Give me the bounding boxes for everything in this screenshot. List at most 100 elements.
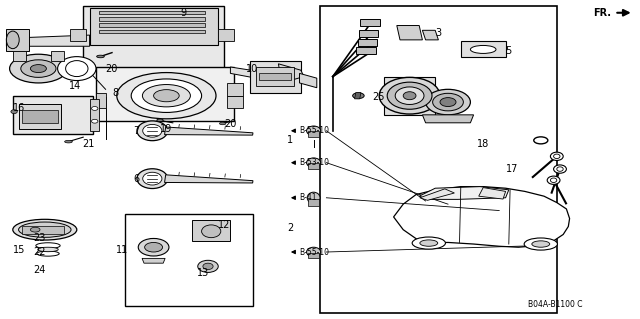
Ellipse shape [19, 222, 71, 237]
Ellipse shape [6, 31, 19, 48]
Ellipse shape [143, 124, 162, 137]
Text: 6: 6 [133, 174, 140, 184]
Ellipse shape [353, 93, 364, 99]
Polygon shape [230, 67, 291, 83]
Polygon shape [6, 35, 90, 46]
Ellipse shape [198, 260, 218, 272]
Polygon shape [90, 99, 99, 131]
Text: 1: 1 [287, 135, 293, 145]
Polygon shape [355, 93, 361, 99]
Ellipse shape [403, 92, 416, 100]
Text: B-41: B-41 [299, 193, 316, 202]
Text: 14: 14 [69, 81, 81, 91]
Text: B-55-10: B-55-10 [299, 126, 329, 135]
Polygon shape [420, 189, 454, 200]
Ellipse shape [426, 89, 470, 115]
Text: 10: 10 [246, 63, 259, 74]
Bar [22, 226, 64, 234]
Polygon shape [227, 96, 243, 108]
Ellipse shape [38, 247, 58, 252]
Text: 19: 19 [160, 124, 172, 134]
Text: 17: 17 [506, 164, 518, 174]
Ellipse shape [554, 154, 560, 159]
Text: 16: 16 [13, 103, 25, 114]
Text: B04A-B1100 C: B04A-B1100 C [528, 300, 583, 309]
Polygon shape [394, 187, 570, 247]
Ellipse shape [58, 57, 96, 80]
Ellipse shape [31, 227, 40, 232]
Bar [19, 104, 61, 129]
Bar [70, 29, 86, 41]
Bar [308, 253, 319, 258]
Ellipse shape [220, 122, 226, 125]
Text: 12: 12 [218, 220, 230, 230]
Text: 7: 7 [133, 126, 140, 136]
Ellipse shape [157, 119, 163, 122]
Ellipse shape [534, 137, 548, 144]
Ellipse shape [36, 243, 60, 249]
Ellipse shape [524, 238, 557, 250]
Ellipse shape [117, 73, 216, 119]
Text: 11: 11 [116, 245, 128, 256]
Ellipse shape [307, 247, 321, 257]
Ellipse shape [92, 107, 98, 110]
Polygon shape [164, 175, 253, 183]
Polygon shape [164, 127, 253, 135]
Ellipse shape [97, 55, 104, 58]
Text: 9: 9 [180, 8, 187, 18]
Text: 13: 13 [197, 268, 209, 278]
Text: 22: 22 [33, 247, 46, 257]
Text: B-53-10: B-53-10 [299, 158, 329, 167]
Text: 18: 18 [477, 138, 489, 149]
Text: 24: 24 [33, 264, 45, 275]
Ellipse shape [396, 87, 424, 105]
Bar [259, 73, 291, 80]
Ellipse shape [307, 158, 321, 167]
Ellipse shape [550, 152, 563, 160]
Text: 3: 3 [435, 28, 442, 39]
Ellipse shape [412, 237, 445, 249]
Ellipse shape [20, 60, 56, 77]
Ellipse shape [31, 64, 46, 73]
Text: B-55-10: B-55-10 [299, 248, 329, 256]
Ellipse shape [36, 251, 60, 256]
Bar [99, 17, 205, 21]
Bar [99, 30, 205, 33]
Polygon shape [300, 73, 317, 88]
Polygon shape [250, 61, 301, 93]
Text: 20: 20 [106, 63, 118, 74]
Ellipse shape [131, 79, 202, 113]
Polygon shape [384, 77, 435, 115]
Text: 25: 25 [372, 92, 385, 102]
Text: 15: 15 [13, 245, 25, 256]
Ellipse shape [470, 45, 496, 54]
Bar [99, 23, 205, 27]
Ellipse shape [433, 93, 463, 111]
Ellipse shape [145, 242, 163, 252]
Bar [360, 19, 380, 26]
Polygon shape [479, 188, 506, 199]
Bar [308, 131, 319, 137]
Polygon shape [422, 115, 474, 123]
Bar [320, 6, 557, 313]
Ellipse shape [532, 241, 550, 247]
Ellipse shape [387, 82, 432, 109]
Polygon shape [13, 96, 93, 134]
Ellipse shape [65, 140, 72, 143]
Ellipse shape [154, 90, 179, 102]
Ellipse shape [143, 172, 162, 185]
Ellipse shape [557, 167, 563, 171]
Ellipse shape [11, 110, 17, 114]
Bar [218, 29, 234, 41]
Polygon shape [83, 6, 224, 70]
Polygon shape [278, 64, 304, 83]
Polygon shape [6, 29, 29, 51]
Bar [22, 110, 58, 123]
Bar [356, 47, 376, 54]
Ellipse shape [420, 240, 438, 246]
Ellipse shape [547, 176, 560, 184]
Ellipse shape [202, 225, 221, 238]
Ellipse shape [440, 98, 456, 107]
Polygon shape [96, 67, 234, 121]
Ellipse shape [138, 238, 169, 256]
